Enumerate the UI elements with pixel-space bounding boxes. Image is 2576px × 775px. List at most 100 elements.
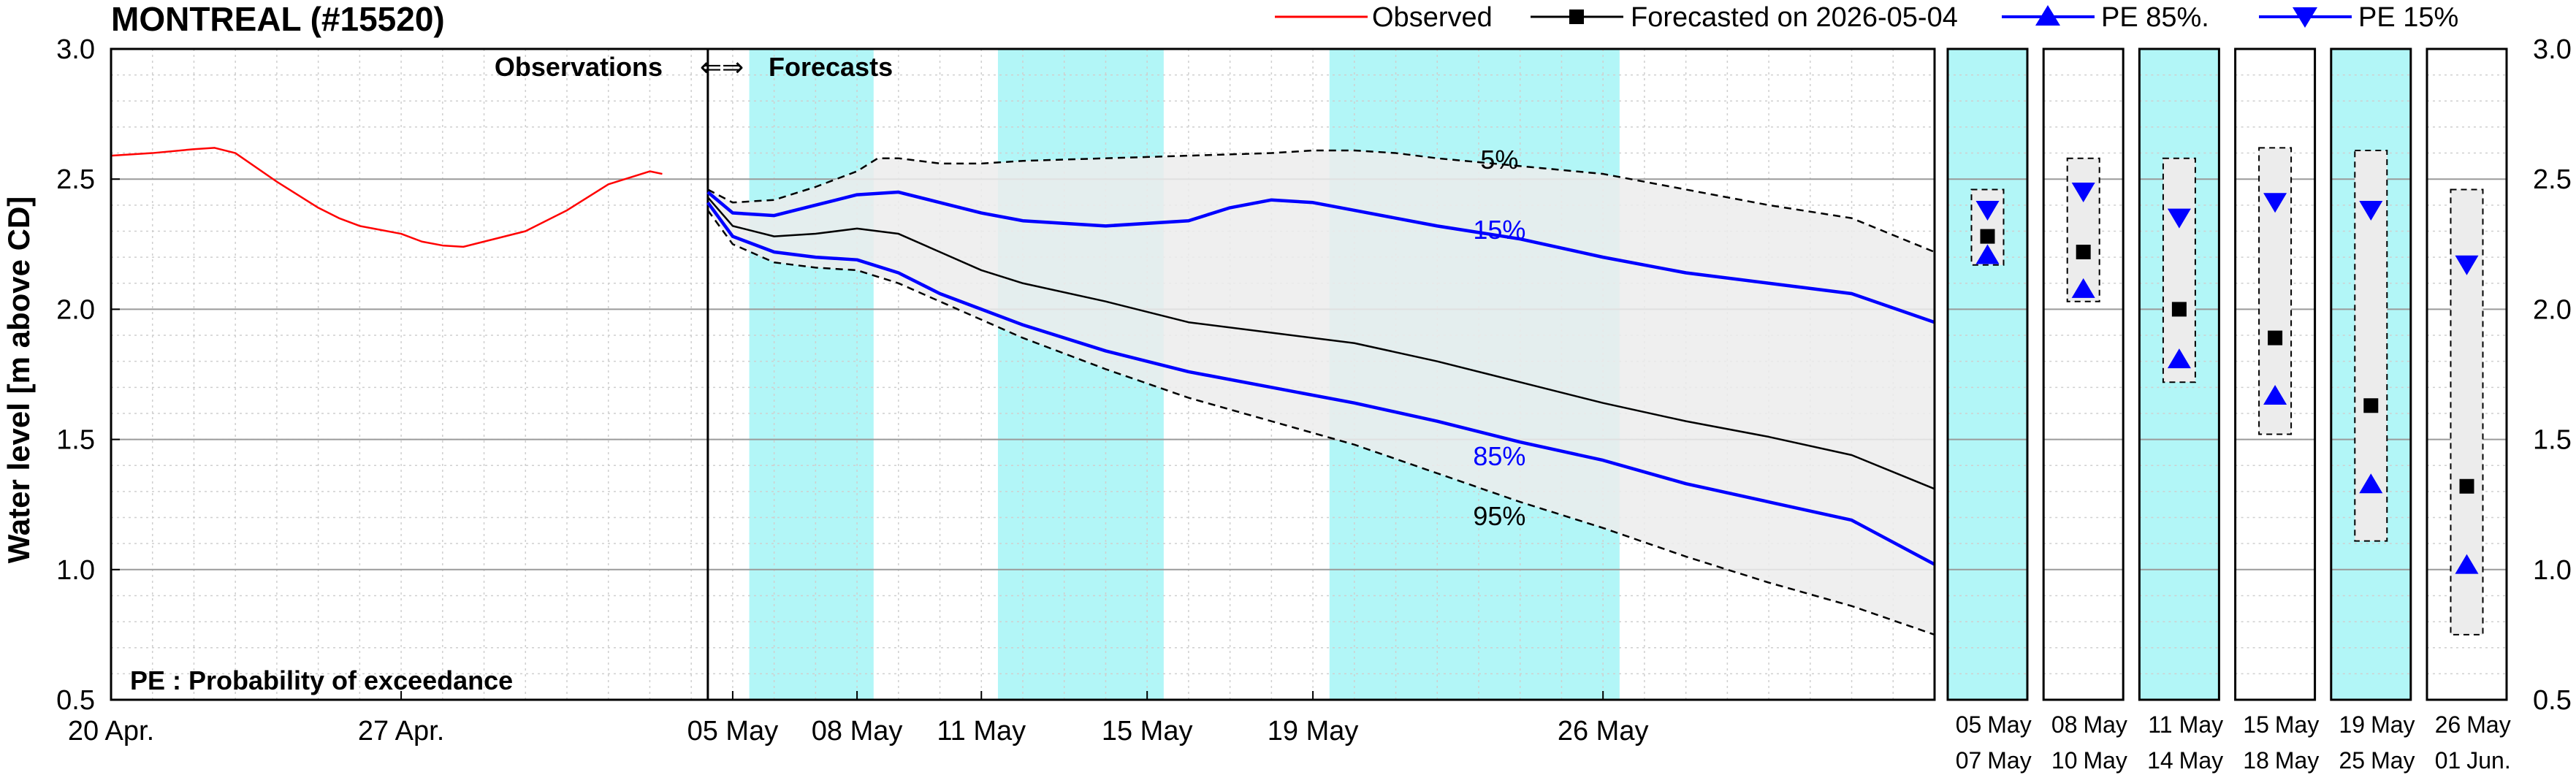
- observed-line: [110, 147, 663, 248]
- period-start-month: May: [2275, 711, 2319, 738]
- period-pe85-triangle-up-marker: [2167, 348, 2191, 369]
- pe85-line: [706, 201, 1936, 566]
- pe5-line: [707, 149, 1935, 253]
- period-pe85-triangle-up-marker: [2455, 554, 2479, 574]
- x-tick-label: 27 Apr.: [358, 716, 444, 747]
- x-tick-label: 05 May: [687, 716, 779, 747]
- highlight-band-0: [749, 49, 874, 700]
- curve-label-5pct: 5%: [1480, 145, 1518, 175]
- y-tick-label-left: 2.0: [56, 294, 95, 325]
- period-start-day: 08: [2051, 711, 2078, 738]
- period-mean-square-marker: [2459, 478, 2474, 494]
- x-tick-label: 11 May: [937, 716, 1026, 747]
- period-range-box: [2162, 157, 2196, 383]
- period-panel-background: [2043, 49, 2124, 700]
- period-pe15-triangle-down-marker: [1975, 200, 2000, 221]
- y-tick-label-right: 0.5: [2533, 685, 2572, 716]
- x-tick-label: 15 May: [1102, 716, 1193, 747]
- legend-pe85-label: PE 85%.: [2101, 2, 2209, 33]
- period-pe15-triangle-down-marker: [2071, 183, 2095, 203]
- y-axis-label: Water level [m above CD]: [1, 196, 36, 564]
- pe95-line: [706, 210, 1935, 636]
- x-tick-label: 19 May: [1268, 716, 1359, 747]
- x-tick-label: 08 May: [812, 716, 903, 747]
- period-end-day: 25: [2339, 747, 2366, 774]
- period-end-month: May: [2275, 747, 2319, 774]
- curve-label-85pct: 85%: [1473, 441, 1525, 471]
- period-start-month: May: [2179, 711, 2223, 738]
- legend-observed-label: Observed: [1372, 2, 1493, 33]
- curve-label-15pct: 15%: [1473, 215, 1525, 245]
- period-pe85-triangle-up-marker: [2071, 278, 2095, 298]
- period-pe85-triangle-up-marker: [2359, 473, 2383, 494]
- period-start-day: 05: [1956, 711, 1982, 738]
- period-pe15-triangle-down-marker: [2167, 208, 2191, 229]
- pe-5-95-band: [707, 150, 1935, 635]
- y-tick-label-left: 1.5: [56, 425, 95, 456]
- y-tick-label-right: 1.5: [2533, 425, 2572, 456]
- period-mean-square-marker: [2076, 244, 2091, 259]
- period-panel-background: [1948, 49, 2027, 700]
- y-tick-label-left: 3.0: [56, 34, 95, 65]
- y-tick-label-right: 3.0: [2533, 34, 2572, 65]
- y-tick-label-left: 1.0: [56, 555, 95, 586]
- y-tick-label-left: 2.5: [56, 164, 95, 195]
- period-mean-square-marker: [1980, 229, 1995, 244]
- legend-pe85-triangle-up-marker: [2035, 5, 2060, 26]
- period-range-box: [2066, 157, 2100, 302]
- y-tick-label-right: 2.5: [2533, 164, 2572, 195]
- legend: Observed Forecasted on 2026-05-04 PE 85%…: [1275, 2, 2458, 33]
- period-end-month: May: [2083, 747, 2127, 774]
- y-tick-label-left: 0.5: [56, 685, 95, 716]
- axes-layer: 0.5 0.5 1.0 1.0 1.5 1.5 2.0 2.0 2.5 2.5 3.0 3.0 20 A…: [56, 34, 2572, 747]
- period-start-month: May: [1987, 711, 2031, 738]
- period-start-month: May: [2466, 711, 2510, 738]
- period-end-month: May: [2179, 747, 2223, 774]
- period-mean-square-marker: [2268, 330, 2283, 345]
- period-start-month: May: [2083, 711, 2127, 738]
- legend-pe15-triangle-down-marker: [2293, 7, 2317, 28]
- x-tick-label: 20 Apr.: [68, 716, 154, 747]
- period-mean-square-marker: [2171, 302, 2187, 317]
- period-pe15-triangle-down-marker: [2359, 200, 2383, 221]
- period-panel-frame: [2234, 47, 2317, 701]
- period-pe15-triangle-down-marker: [2455, 255, 2479, 275]
- y-tick-label-right: 1.0: [2533, 555, 2572, 586]
- curve-label-95pct: 95%: [1473, 501, 1525, 531]
- period-end-day: 10: [2051, 747, 2078, 774]
- period-panel-frame: [1946, 47, 2029, 701]
- legend-forecast-label: Forecasted on 2026-05-04: [1631, 2, 1958, 33]
- period-start-month: May: [2371, 711, 2415, 738]
- direction-arrows: ⇐⇒: [700, 52, 744, 82]
- forecast-line: [706, 196, 1935, 490]
- period-end-day: 18: [2243, 747, 2269, 774]
- period-pe15-triangle-down-marker: [2263, 193, 2287, 213]
- legend-forecast-square-marker: [1569, 9, 1584, 24]
- observations-label: Observations: [495, 52, 663, 82]
- main-plot-frame: [110, 47, 1936, 701]
- period-end-day: 07: [1956, 747, 1982, 774]
- pe15-line: [706, 190, 1935, 324]
- period-end-day: 14: [2147, 747, 2173, 774]
- period-start-day: 15: [2243, 711, 2269, 738]
- chart-title: MONTREAL (#15520): [111, 0, 445, 38]
- period-start-day: 19: [2339, 711, 2366, 738]
- period-pe85-triangle-up-marker: [2263, 385, 2287, 405]
- period-pe85-triangle-up-marker: [1975, 244, 2000, 264]
- pe-note: PE : Probability of exceedance: [130, 665, 513, 695]
- period-start-day: 11: [2148, 711, 2172, 738]
- period-panel-frame: [2138, 47, 2220, 701]
- period-end-month: Jun.: [2466, 747, 2510, 774]
- period-start-day: 26: [2435, 711, 2461, 738]
- period-panel-frame: [2330, 47, 2412, 701]
- period-panel-frame: [2426, 47, 2508, 701]
- period-mean-square-marker: [2363, 398, 2379, 413]
